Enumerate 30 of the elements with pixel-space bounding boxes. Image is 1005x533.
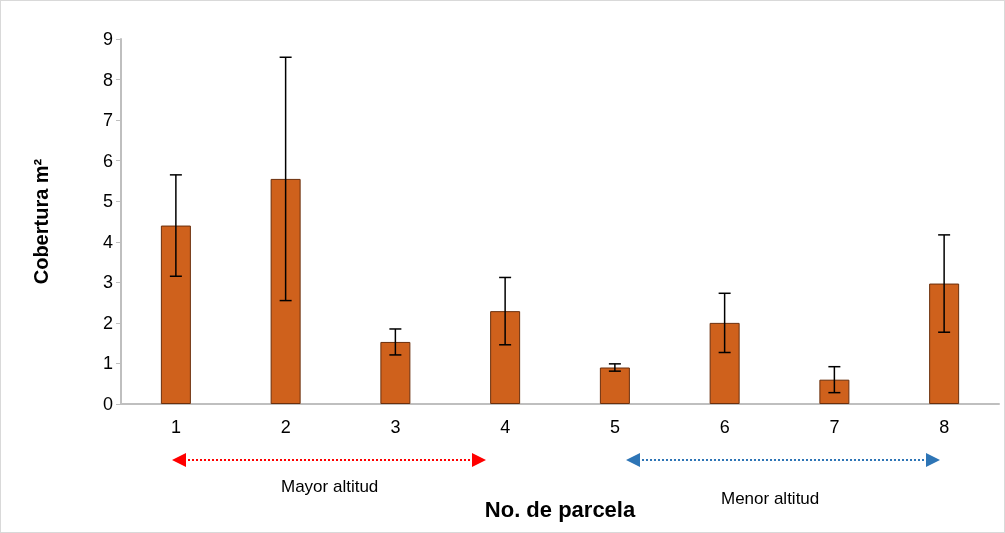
x-tick-label: 7 bbox=[829, 417, 840, 437]
x-tick-label: 4 bbox=[500, 417, 511, 437]
y-tick-label: 7 bbox=[102, 110, 113, 131]
bar bbox=[599, 367, 630, 404]
x-tick-label: 2 bbox=[280, 417, 291, 437]
y-tick-label: 3 bbox=[102, 272, 113, 293]
x-tick-label: 3 bbox=[390, 417, 401, 437]
bar bbox=[819, 379, 850, 404]
bar bbox=[929, 283, 960, 404]
x-tick-label: 6 bbox=[719, 417, 730, 437]
y-tick-label: 1 bbox=[102, 353, 113, 374]
text: Menor altitud bbox=[721, 489, 820, 508]
text: Mayor altitud bbox=[281, 477, 379, 496]
y-tick-label: 6 bbox=[102, 150, 113, 171]
bar bbox=[380, 341, 411, 404]
bar bbox=[160, 225, 191, 404]
x-axis-title: No. de parcela bbox=[484, 496, 636, 522]
bar bbox=[490, 311, 521, 404]
bar bbox=[709, 322, 740, 404]
y-tick-label: 0 bbox=[102, 394, 113, 414]
x-tick-label: 1 bbox=[170, 417, 181, 437]
y-tick-label: 4 bbox=[102, 231, 113, 252]
y-tick-label: 9 bbox=[102, 29, 113, 49]
y-tick-label: 2 bbox=[102, 312, 113, 333]
y-tick-label: 5 bbox=[102, 191, 113, 212]
x-tick-label: 8 bbox=[939, 417, 950, 437]
y-tick-label: 8 bbox=[102, 69, 113, 90]
bar bbox=[270, 178, 301, 404]
y-axis-title: Cobertura m² bbox=[30, 158, 52, 285]
x-tick-label: 5 bbox=[609, 417, 620, 437]
